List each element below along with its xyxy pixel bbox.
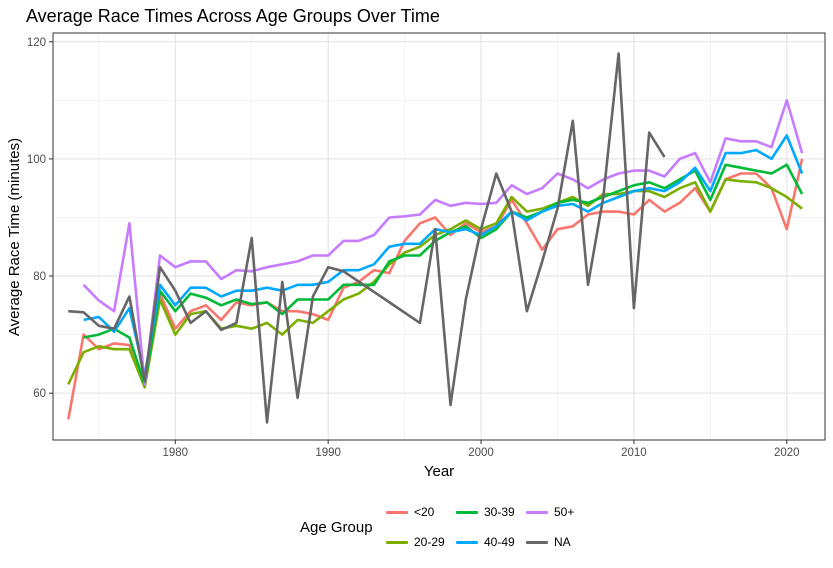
x-tick-label: 2020 xyxy=(774,447,800,459)
legend-item-40-49: 40-49 xyxy=(456,534,515,550)
x-axis-title: Year xyxy=(424,463,454,480)
legend-key-30-39 xyxy=(456,510,478,514)
series-line-1 xyxy=(67,178,803,389)
legend-item-20-29: 20-29 xyxy=(386,534,445,550)
y-tick-label: 80 xyxy=(33,271,46,283)
series-line-3 xyxy=(83,134,804,377)
series-line-2 xyxy=(83,163,804,386)
y-tick-label: 60 xyxy=(33,388,46,400)
legend-key-50plus xyxy=(526,510,548,514)
minor-gridlines xyxy=(53,33,825,440)
plot-border xyxy=(52,32,826,441)
series-line-4 xyxy=(82,99,804,386)
series-lines xyxy=(67,52,804,424)
series-line-0 xyxy=(67,158,804,420)
legend-item-50plus: 50+ xyxy=(526,504,574,520)
legend-label: <20 xyxy=(414,505,435,519)
x-tick-label: 1980 xyxy=(163,447,189,459)
legend-key-20-29 xyxy=(386,540,408,544)
legend-label: NA xyxy=(554,535,571,549)
y-tick-label: 100 xyxy=(27,154,46,166)
legend-label: 40-49 xyxy=(484,535,515,549)
y-axis-title: Average Race Time (minutes) xyxy=(6,138,23,336)
legend-label: 30-39 xyxy=(484,505,515,519)
legend-label: 50+ xyxy=(554,505,575,519)
axis-ticks: 1980 1990 2000 2010 2020 60 80 100 120 xyxy=(27,37,800,459)
x-tick-label: 2000 xyxy=(468,447,494,459)
series-line-5 xyxy=(68,52,666,424)
legend-key-40-49 xyxy=(456,540,478,544)
legend-label: 20-29 xyxy=(414,535,445,549)
legend-item-lt20: <20 xyxy=(386,504,434,520)
legend: Age Group <20 20-29 30-39 40-49 50+ NA xyxy=(300,500,720,560)
legend-key-lt20 xyxy=(386,510,408,514)
legend-key-na xyxy=(526,540,548,544)
legend-title: Age Group xyxy=(300,519,373,536)
chart-title: Average Race Times Across Age Groups Ove… xyxy=(26,6,440,26)
x-tick-label: 1990 xyxy=(315,447,341,459)
x-tick-label: 2010 xyxy=(621,447,647,459)
y-tick-label: 120 xyxy=(27,37,46,49)
legend-item-na: NA xyxy=(526,534,571,550)
legend-item-30-39: 30-39 xyxy=(456,504,515,520)
major-gridlines xyxy=(53,33,825,440)
